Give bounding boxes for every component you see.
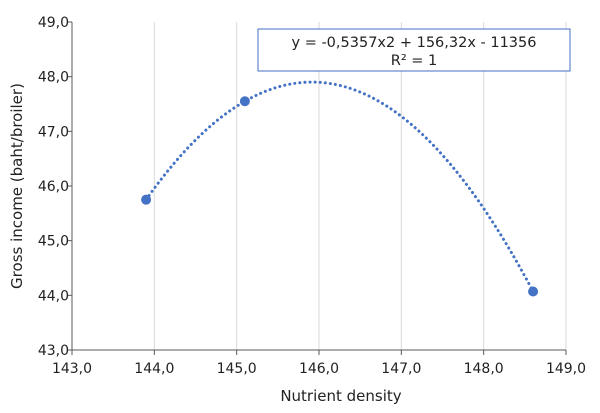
x-axis-title: Nutrient density (280, 387, 401, 405)
data-point (528, 286, 539, 297)
y-axis-title: Gross income (baht/broiler) (8, 83, 26, 289)
axes (67, 21, 567, 355)
x-tick-label: 148,0 (464, 361, 504, 377)
y-tick-label: 49,0 (38, 15, 69, 31)
x-tick-label: 144,0 (134, 361, 174, 377)
y-tick-label: 44,0 (38, 288, 69, 304)
trendline-equation-box: y = -0,5357x2 + 156,32x - 11356 R² = 1 (257, 28, 571, 72)
y-tick-labels: 43,0 44,0 45,0 46,0 47,0 48,0 49,0 (38, 15, 69, 359)
data-point (141, 194, 152, 205)
x-tick-label: 143,0 (52, 361, 92, 377)
x-tick-labels: 143,0 144,0 145,0 146,0 147,0 148,0 149,0 (52, 361, 586, 377)
x-tick-label: 145,0 (217, 361, 257, 377)
trendline-r-squared: R² = 1 (391, 53, 437, 69)
x-tick-label: 147,0 (381, 361, 421, 377)
trendline-equation: y = -0,5357x2 + 156,32x - 11356 (292, 35, 537, 51)
x-tick-label: 149,0 (546, 361, 586, 377)
y-tick-label: 48,0 (38, 70, 69, 86)
y-tick-label: 43,0 (38, 343, 69, 359)
data-points (141, 96, 539, 297)
y-tick-label: 47,0 (38, 124, 69, 140)
x-tick-label: 146,0 (299, 361, 339, 377)
trendline (144, 80, 535, 294)
y-tick-label: 46,0 (38, 179, 69, 195)
grid (153, 22, 567, 350)
y-tick-label: 45,0 (38, 234, 69, 250)
data-point (239, 96, 250, 107)
